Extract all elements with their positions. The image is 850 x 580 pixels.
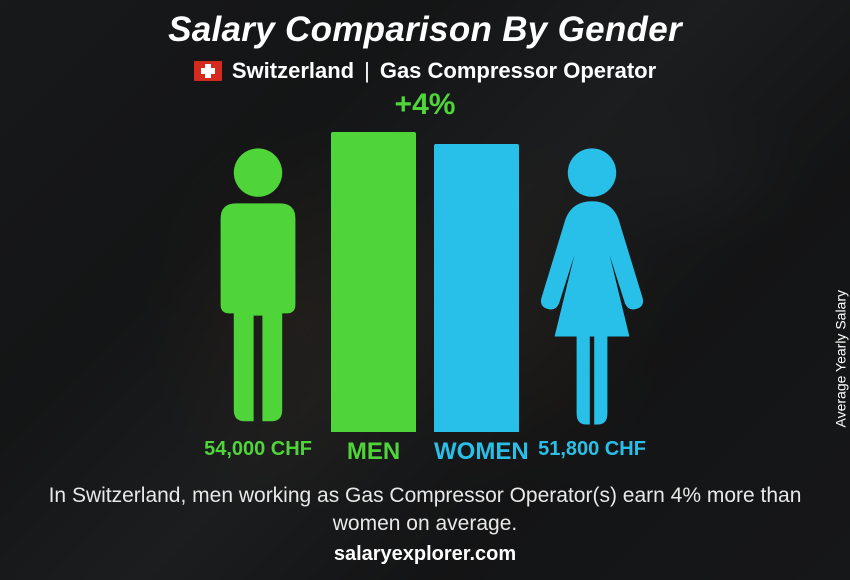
footer-source: salaryexplorer.com	[0, 543, 850, 566]
page-title: Salary Comparison By Gender	[168, 10, 682, 50]
female-figure-icon	[537, 132, 647, 432]
separator: |	[364, 58, 370, 84]
men-bar	[331, 132, 416, 432]
salary-chart: +4%	[105, 92, 745, 432]
men-label: MEN	[331, 438, 416, 466]
country-label: Switzerland	[232, 58, 354, 84]
percent-difference-label: +4%	[395, 88, 456, 122]
role-label: Gas Compressor Operator	[380, 58, 656, 84]
men-salary-label: 54,000 CHF	[203, 438, 313, 466]
switzerland-flag-icon	[194, 61, 222, 81]
subtitle-row: Switzerland | Gas Compressor Operator	[194, 58, 656, 84]
women-label: WOMEN	[434, 438, 519, 466]
chart-labels-row: 54,000 CHF MEN WOMEN 51,800 CHF	[105, 438, 745, 466]
male-figure-icon	[203, 132, 313, 432]
women-bar	[434, 144, 519, 432]
summary-text: In Switzerland, men working as Gas Compr…	[45, 482, 805, 539]
y-axis-label: Average Yearly Salary	[832, 290, 848, 428]
women-salary-label: 51,800 CHF	[537, 438, 647, 466]
